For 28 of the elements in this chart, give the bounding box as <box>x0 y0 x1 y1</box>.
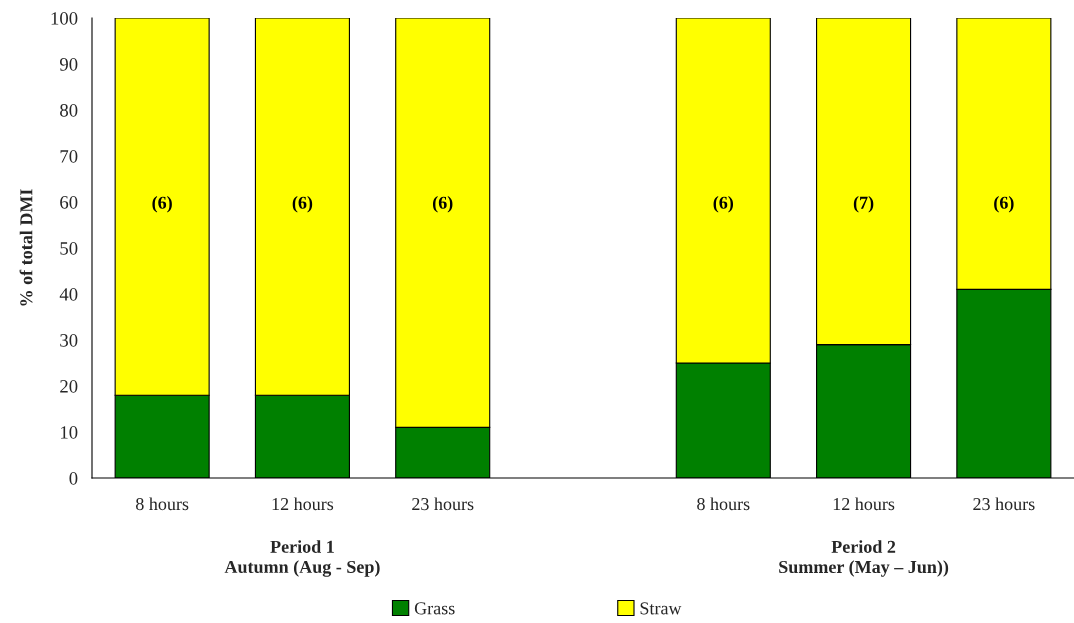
y-tick-label: 30 <box>60 334 78 347</box>
y-tick-label: 0 <box>69 472 78 485</box>
annotation: (6) <box>292 196 313 213</box>
y-tick-label: 80 <box>60 104 78 117</box>
y-tick-label: 60 <box>60 196 78 209</box>
y-tick-label: 10 <box>61 426 78 439</box>
annotation: (7) <box>853 196 874 213</box>
x-tick-label: 12 hours <box>272 497 334 511</box>
annotation: (6) <box>713 196 734 213</box>
y-axis-title: % of total DMI <box>19 189 33 306</box>
annotation: (6) <box>152 196 172 213</box>
x-tick-label: 23 hours <box>412 497 474 511</box>
y-tick-label: 70 <box>60 150 78 163</box>
x-tick-label: 8 hours <box>136 497 189 511</box>
x-tick-label: 23 hours <box>973 497 1035 511</box>
x-tick-label: 12 hours <box>833 497 895 511</box>
y-tick-label: 50 <box>60 242 78 255</box>
y-tick-label: 90 <box>59 58 78 71</box>
y-tick-label: 100 <box>51 12 78 25</box>
legend-label: Grass <box>414 602 455 615</box>
text: Period 2 Summer (May – Jun)) <box>779 540 949 577</box>
text: Period 1 Autumn (Aug - Sep) <box>224 540 380 577</box>
y-tick-label: 40 <box>59 288 78 301</box>
x-tick-label: 8 hours <box>697 497 750 511</box>
y-tick-label: 20 <box>60 380 78 393</box>
annotation: (6) <box>432 196 453 213</box>
legend-label: Straw <box>640 602 682 615</box>
annotation: (6) <box>994 196 1014 213</box>
